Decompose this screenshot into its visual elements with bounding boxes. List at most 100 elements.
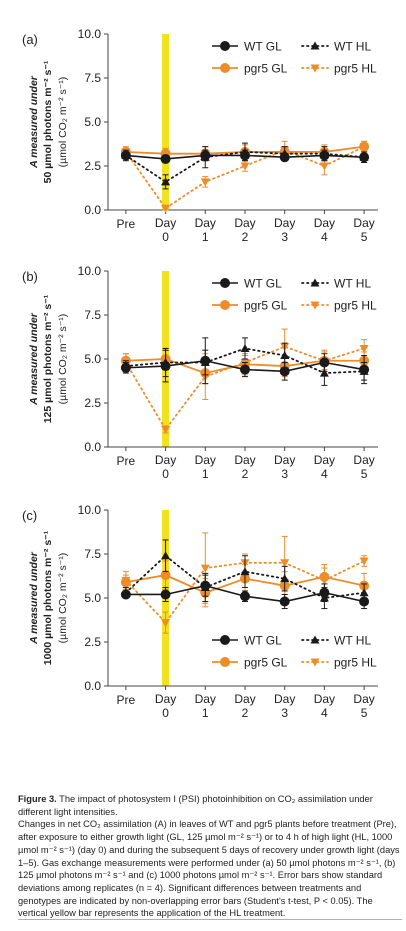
legend-label: WT GL bbox=[244, 277, 282, 291]
x-tick-label: 5 bbox=[361, 230, 368, 244]
panel-label: (c) bbox=[22, 508, 37, 523]
y-axis-label: 50 µmol photons m⁻² s⁻¹ bbox=[42, 60, 54, 183]
data-point bbox=[280, 149, 290, 158]
data-point bbox=[239, 364, 250, 375]
legend-label: pgr5 HL bbox=[334, 62, 377, 76]
x-tick-label: Day bbox=[314, 692, 335, 706]
legend-label: pgr5 GL bbox=[244, 299, 288, 313]
legend-marker bbox=[310, 64, 320, 73]
x-tick-label: Pre bbox=[117, 217, 136, 231]
legend-label: pgr5 GL bbox=[244, 62, 288, 76]
x-tick-label: Day bbox=[234, 216, 255, 230]
y-tick-label: 0.0 bbox=[84, 203, 101, 217]
x-tick-label: Pre bbox=[117, 693, 136, 707]
y-tick-label: 5.0 bbox=[84, 115, 101, 129]
x-tick-label: 0 bbox=[162, 706, 169, 720]
legend-marker bbox=[310, 41, 320, 50]
legend-marker bbox=[310, 301, 320, 310]
y-tick-label: 2.5 bbox=[84, 635, 101, 649]
y-tick-label: 10.0 bbox=[78, 503, 102, 517]
x-tick-label: 4 bbox=[321, 230, 328, 244]
legend-marker bbox=[220, 635, 230, 645]
legend-marker bbox=[220, 41, 230, 51]
data-point bbox=[240, 147, 250, 156]
y-tick-label: 5.0 bbox=[84, 591, 101, 605]
legend-label: pgr5 HL bbox=[334, 299, 377, 313]
x-tick-label: 3 bbox=[281, 706, 288, 720]
y-tick-label: 0.0 bbox=[84, 440, 101, 454]
data-point bbox=[359, 143, 369, 152]
x-tick-label: 5 bbox=[361, 706, 368, 720]
legend-label: pgr5 HL bbox=[334, 656, 377, 670]
data-point bbox=[280, 350, 290, 359]
data-point bbox=[240, 567, 250, 576]
data-point bbox=[359, 588, 369, 597]
y-tick-label: 0.0 bbox=[84, 679, 101, 693]
caption-body: Changes in net CO₂ assimilation (A) in l… bbox=[18, 819, 400, 919]
x-tick-label: 2 bbox=[242, 706, 249, 720]
data-point bbox=[240, 162, 250, 171]
x-tick-label: Day bbox=[234, 453, 255, 467]
data-point bbox=[239, 591, 250, 602]
y-axis-label: (µmol CO₂ m⁻² s⁻¹) bbox=[57, 77, 69, 168]
x-tick-label: 2 bbox=[242, 467, 249, 481]
data-point bbox=[161, 551, 171, 560]
x-tick-label: 5 bbox=[361, 467, 368, 481]
data-point bbox=[319, 162, 329, 171]
data-point bbox=[279, 596, 290, 607]
data-point bbox=[121, 361, 131, 370]
data-point bbox=[200, 152, 210, 161]
data-point bbox=[121, 150, 131, 159]
y-tick-label: 7.5 bbox=[84, 308, 101, 322]
data-point bbox=[200, 564, 210, 573]
x-tick-label: 1 bbox=[202, 467, 209, 481]
x-tick-label: Day bbox=[155, 692, 176, 706]
x-tick-label: Day bbox=[274, 692, 295, 706]
y-axis-label: (µmol CO₂ m⁻² s⁻¹) bbox=[57, 314, 69, 405]
data-point bbox=[359, 366, 369, 375]
x-tick-label: Day bbox=[195, 692, 216, 706]
y-axis-label: 125 µmol photons m⁻² s⁻¹ bbox=[42, 294, 54, 423]
legend-label: WT HL bbox=[334, 277, 371, 291]
figure-caption: Figure 3. The impact of photosystem I (P… bbox=[18, 793, 402, 920]
y-tick-label: 10.0 bbox=[78, 27, 102, 41]
x-tick-label: 2 bbox=[242, 230, 249, 244]
data-point bbox=[240, 343, 250, 352]
x-tick-label: 4 bbox=[321, 706, 328, 720]
data-point bbox=[319, 368, 329, 377]
data-point bbox=[359, 557, 369, 566]
x-tick-label: Day bbox=[353, 216, 374, 230]
legend-marker bbox=[220, 63, 230, 73]
x-tick-label: Day bbox=[195, 453, 216, 467]
x-tick-label: 3 bbox=[281, 467, 288, 481]
x-tick-label: 4 bbox=[321, 467, 328, 481]
y-tick-label: 7.5 bbox=[84, 547, 101, 561]
x-tick-label: Day bbox=[314, 216, 335, 230]
legend-label: pgr5 GL bbox=[244, 656, 288, 670]
y-tick-label: 5.0 bbox=[84, 352, 101, 366]
data-point bbox=[161, 358, 171, 367]
data-point bbox=[319, 593, 329, 602]
data-point bbox=[161, 425, 171, 434]
legend-marker bbox=[220, 278, 230, 288]
x-tick-label: Day bbox=[274, 453, 295, 467]
data-point bbox=[359, 152, 369, 161]
panel-label: (b) bbox=[22, 269, 38, 284]
figure-3: (a)A measured under 50 µmol photons m⁻² s… bbox=[22, 27, 378, 720]
x-tick-label: Day bbox=[155, 216, 176, 230]
y-tick-label: 2.5 bbox=[84, 159, 101, 173]
data-point bbox=[161, 204, 171, 213]
legend-marker bbox=[310, 658, 320, 667]
data-point bbox=[121, 576, 131, 585]
x-tick-label: Day bbox=[353, 453, 374, 467]
legend-label: WT HL bbox=[334, 634, 371, 648]
y-axis-label: A measured under bbox=[28, 551, 40, 645]
data-point bbox=[200, 358, 210, 367]
x-tick-label: Day bbox=[353, 692, 374, 706]
caption-rule bbox=[18, 919, 402, 920]
data-point bbox=[319, 576, 329, 585]
y-axis-label: A measured under bbox=[28, 312, 40, 406]
data-point bbox=[359, 344, 369, 353]
legend-marker bbox=[220, 300, 230, 310]
data-point bbox=[280, 574, 290, 583]
